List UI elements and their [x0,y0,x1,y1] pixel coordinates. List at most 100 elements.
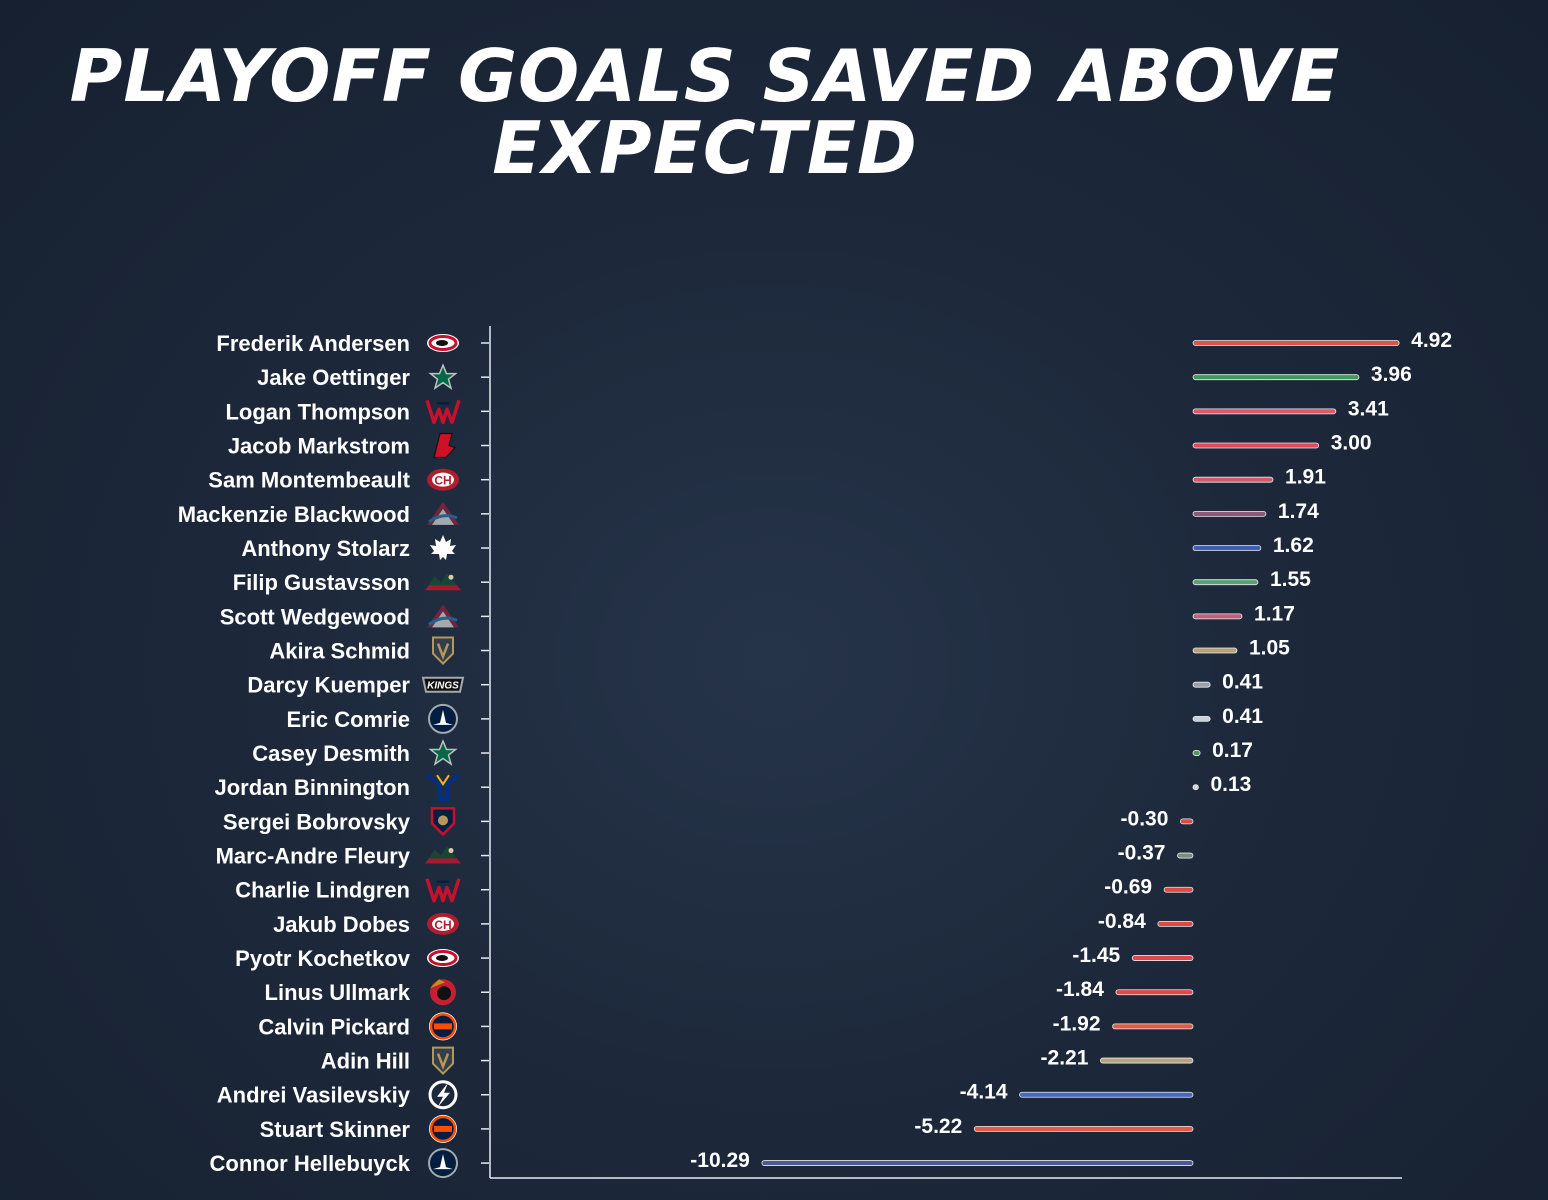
hurricanes-logo-icon-shape [436,340,448,346]
value-label: 0.41 [1222,705,1263,728]
lightning-logo-icon [428,1080,458,1110]
value-label: 4.92 [1411,329,1452,352]
value-label: 0.17 [1212,739,1253,762]
goalie-name-label: Calvin Pickard [258,1014,410,1039]
bar [1192,510,1267,517]
value-label: 1.62 [1273,534,1314,557]
bar [1131,955,1194,961]
jets-logo-icon [428,1148,458,1179]
capitals-logo-icon [425,878,461,903]
value-label: -0.69 [1104,876,1152,899]
senators-logo-icon-shape [437,986,451,1001]
avalanche-logo-icon-shape [428,514,458,524]
bar [1192,408,1337,415]
jets-logo-icon [428,703,458,734]
maple-leafs-logo-icon-shape [430,535,456,561]
kings-logo-icon: KINGS [421,676,465,693]
goalie-name-label: Jordan Binnington [214,775,410,800]
devils-logo-icon [433,432,457,459]
bar [1100,1057,1194,1064]
blues-logo-icon [425,773,461,802]
value-label: 0.41 [1222,671,1263,694]
wild-logo-icon-shape [425,585,461,591]
value-label: 3.00 [1331,432,1372,455]
stars-logo-icon-shape [428,739,458,766]
wild-logo-icon [425,573,461,591]
goalie-name-label: Frederik Andersen [216,331,410,356]
goalie-name-label: Jake Oettinger [257,365,410,390]
bar [1163,886,1194,893]
goalie-name-label: Adin Hill [321,1049,410,1074]
canadiens-logo-icon: CH [427,468,459,491]
kings-logo-icon-shape: KINGS [427,681,459,692]
hurricanes-logo-icon-shape [436,955,448,962]
bar [1192,681,1211,688]
lightning-logo-icon-shape [437,1082,450,1107]
stars-logo-icon [428,739,458,766]
goalie-name-label: Scott Wedgewood [220,604,410,629]
value-label: -1.45 [1072,944,1120,967]
panthers-logo-icon-shape [438,815,448,826]
senators-logo-icon [430,979,456,1006]
bar [1192,750,1201,756]
bar [1115,989,1194,996]
chart-rows: Frederik Andersen 4.92 Jake Oettinger 3.96 L… [178,329,1452,1179]
avalanche-logo-icon [427,604,459,628]
golden-knights-logo-icon [432,1046,454,1075]
value-label: 1.55 [1270,568,1311,591]
bar [1192,647,1238,654]
jets-logo-icon-shape [433,709,453,725]
hurricanes-logo-icon [427,334,459,352]
capitals-logo-icon-shape [425,878,461,903]
capitals-logo-icon-shape [425,399,461,425]
value-label: -2.21 [1041,1047,1089,1070]
avalanche-logo-icon-shape [428,616,458,626]
wild-logo-icon [425,846,461,864]
bar [1192,784,1199,791]
goalie-name-label: Eric Comrie [287,707,411,732]
goalie-name-label: Mackenzie Blackwood [178,502,410,527]
goalie-name-label: Andrei Vasilevskiy [217,1083,411,1108]
goalie-name-label: Sam Montembeault [208,468,410,493]
value-label: 3.96 [1371,363,1412,386]
value-label: 0.13 [1210,773,1251,796]
oilers-logo-icon-shape [434,1023,452,1030]
value-label: -1.84 [1056,978,1104,1001]
canadiens-logo-icon-shape [432,472,454,487]
oilers-logo-icon-shape [434,1125,452,1132]
kings-logo-icon-shape [421,676,465,693]
goalie-name-label: Pyotr Kochetkov [235,946,411,971]
golden-knights-logo-icon-shape [436,643,450,661]
jets-logo-icon-shape [433,1154,453,1170]
bar [1192,340,1400,346]
goalie-name-label: Jacob Markstrom [228,434,410,459]
goalie-name-label: Marc-Andre Fleury [216,844,411,869]
oilers-logo-icon [429,1012,457,1041]
value-label: 1.74 [1278,500,1319,523]
bar [1192,545,1262,551]
wild-logo-icon-shape [448,848,454,854]
canadiens-logo-icon-shape: CH [434,918,451,932]
bar [1112,1023,1194,1030]
bar [1157,920,1194,927]
goalie-name-label: Anthony Stolarz [241,536,410,561]
bar [1180,818,1194,825]
goalie-name-label: Jakub Dobes [273,912,410,937]
value-label: -0.30 [1121,807,1169,830]
golden-knights-logo-icon-shape [436,1053,450,1071]
goalie-name-label: Connor Hellebuyck [210,1151,411,1176]
stars-logo-icon-shape [428,363,458,390]
goalie-name-label: Darcy Kuemper [247,673,410,698]
value-label: -10.29 [690,1149,750,1172]
wild-logo-icon-shape [425,858,461,864]
goalie-name-label: Filip Gustavsson [233,570,410,595]
lightning-logo-icon-shape [428,1080,458,1110]
stars-logo-icon [428,363,458,390]
hurricanes-logo-icon-shape [428,335,458,351]
value-label: 1.05 [1249,637,1290,660]
panthers-logo-icon [430,807,456,837]
canadiens-logo-icon: CH [427,912,459,935]
bar [973,1126,1194,1132]
maple-leafs-logo-icon [430,535,456,561]
